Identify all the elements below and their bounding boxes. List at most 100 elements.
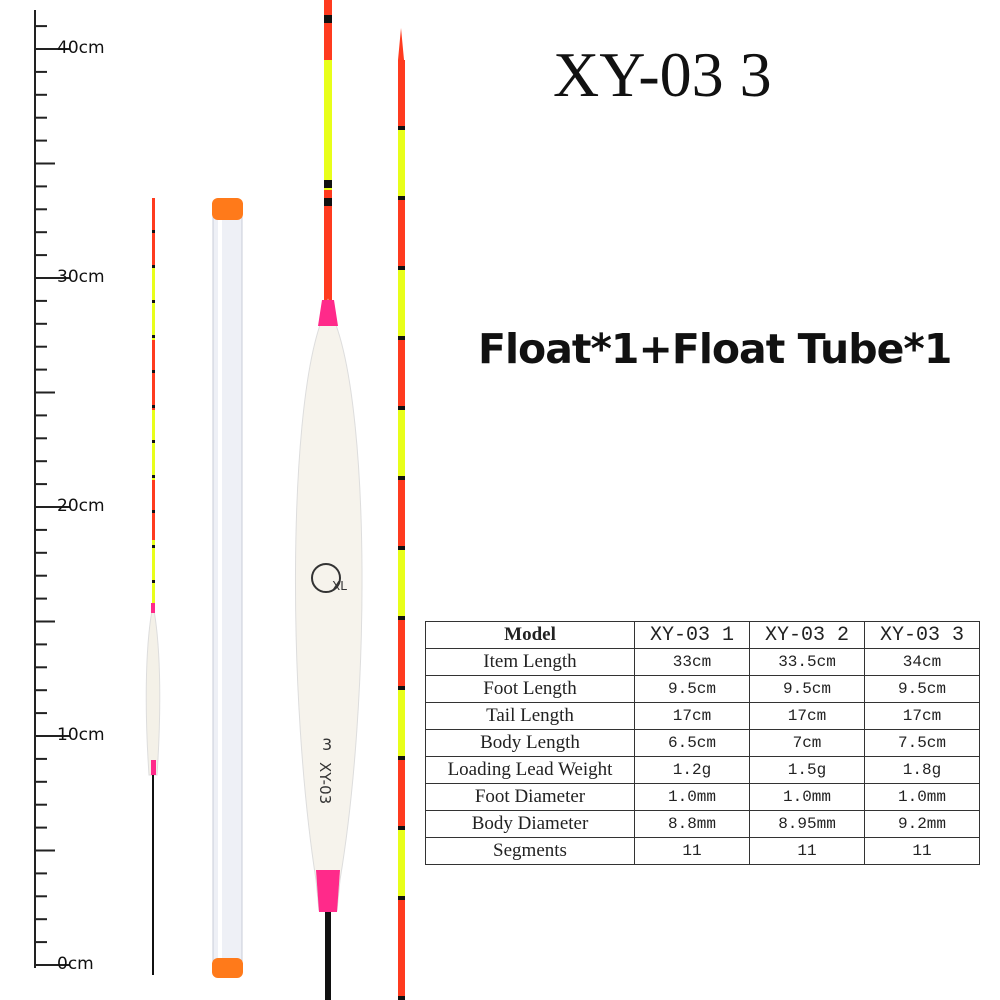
table-cell: 34cm <box>864 648 980 676</box>
large-float: XL 3 XY-03 <box>295 0 363 1000</box>
antenna-segment <box>398 130 405 200</box>
antenna-segment <box>398 620 405 690</box>
ruler-label-0: 0cm <box>57 954 94 974</box>
row-label: Tail Length <box>425 702 635 730</box>
antenna-segment <box>398 760 405 830</box>
table-cell: 1.5g <box>749 756 865 784</box>
antenna-segment <box>398 480 405 550</box>
table-cell: 6.5cm <box>634 729 750 757</box>
table-row: Body Diameter 8.8mm 8.95mm 9.2mm <box>425 810 980 838</box>
tip-segment <box>324 0 332 60</box>
ruler-label-10: 10cm <box>57 725 105 745</box>
table-row: Segments 11 11 11 <box>425 837 980 865</box>
antenna-band <box>398 996 405 1000</box>
spec-table: Model XY-03 1 XY-03 2 XY-03 3 Item Lengt… <box>425 621 980 865</box>
antenna-segment <box>398 200 405 270</box>
float-body <box>295 298 363 911</box>
table-cell: 8.8mm <box>634 810 750 838</box>
tip-band <box>152 405 155 408</box>
table-row: Body Length 6.5cm 7cm 7.5cm <box>425 729 980 757</box>
body-end <box>318 300 338 326</box>
table-cell: 9.5cm <box>634 675 750 703</box>
table-row: Foot Diameter 1.0mm 1.0mm 1.0mm <box>425 783 980 811</box>
tip-band <box>152 265 155 268</box>
table-cell: 11 <box>864 837 980 865</box>
body-end <box>151 760 156 775</box>
body-end <box>316 870 340 912</box>
table-cell: 1.8g <box>864 756 980 784</box>
ruler-label-40: 40cm <box>57 38 105 58</box>
ruler-label-30: 30cm <box>57 267 105 287</box>
row-label: Body Length <box>425 729 635 757</box>
tip-band <box>152 510 155 513</box>
header-cell: XY-03 2 <box>749 621 865 649</box>
float-stem <box>325 912 331 1000</box>
table-row: Tail Length 17cm 17cm 17cm <box>425 702 980 730</box>
float-tube <box>212 198 243 978</box>
table-cell: 33cm <box>634 648 750 676</box>
antenna-segment <box>398 550 405 620</box>
antenna-segment <box>398 690 405 760</box>
table-cell: 1.2g <box>634 756 750 784</box>
row-label: Loading Lead Weight <box>425 756 635 784</box>
tip-segment <box>152 340 155 410</box>
tip-band <box>152 370 155 373</box>
table-cell: 9.2mm <box>864 810 980 838</box>
ruler-label-20: 20cm <box>57 496 105 516</box>
antenna-segment <box>398 270 405 340</box>
antenna-segment <box>398 340 405 410</box>
table-header-row: Model XY-03 1 XY-03 2 XY-03 3 <box>425 621 980 649</box>
table-cell: 17cm <box>864 702 980 730</box>
header-cell: Model <box>425 621 635 649</box>
tip-band <box>152 580 155 583</box>
antenna-segment <box>398 410 405 480</box>
product-title: XY-03 3 <box>553 39 772 110</box>
table-cell: 11 <box>634 837 750 865</box>
tip-band <box>152 440 155 443</box>
table-cell: 7.5cm <box>864 729 980 757</box>
table-cell: 1.0mm <box>634 783 750 811</box>
tip-band <box>152 475 155 478</box>
table-cell: 17cm <box>634 702 750 730</box>
tip-segment <box>324 120 332 190</box>
antenna-segment <box>398 900 405 1000</box>
row-label: Item Length <box>425 648 635 676</box>
antenna-point <box>398 28 404 60</box>
body-end <box>151 603 155 613</box>
row-label: Foot Length <box>425 675 635 703</box>
float-logo: XL <box>332 579 347 593</box>
header-cell: XY-03 3 <box>864 621 980 649</box>
table-cell: 17cm <box>749 702 865 730</box>
tip-band <box>324 15 332 23</box>
row-label: Segments <box>425 837 635 865</box>
tip-segment <box>324 190 332 300</box>
table-cell: 11 <box>749 837 865 865</box>
antenna-segment <box>398 830 405 900</box>
tip-band <box>324 198 332 206</box>
row-label: Foot Diameter <box>425 783 635 811</box>
float-logo-ring <box>311 563 341 593</box>
table-cell: 9.5cm <box>864 675 980 703</box>
table-cell: 9.5cm <box>749 675 865 703</box>
package-contents: Float*1+Float Tube*1 <box>478 325 952 373</box>
table-cell: 33.5cm <box>749 648 865 676</box>
header-cell: XY-03 1 <box>634 621 750 649</box>
tip-segment <box>152 410 155 480</box>
table-row: Item Length 33cm 33.5cm 34cm <box>425 648 980 676</box>
table-cell: 8.95mm <box>749 810 865 838</box>
antenna-segment <box>398 60 405 130</box>
antenna-tip <box>398 28 405 1000</box>
float-number: 3 <box>322 735 332 754</box>
ruler <box>34 10 70 968</box>
small-float <box>145 198 161 975</box>
table-cell: 1.0mm <box>749 783 865 811</box>
table-cell: 1.0mm <box>864 783 980 811</box>
tip-segment <box>152 540 155 605</box>
tip-band <box>152 545 155 548</box>
row-label: Body Diameter <box>425 810 635 838</box>
tip-band <box>324 180 332 188</box>
float-stem <box>152 775 154 975</box>
table-row: Foot Length 9.5cm 9.5cm 9.5cm <box>425 675 980 703</box>
tip-band <box>152 335 155 338</box>
